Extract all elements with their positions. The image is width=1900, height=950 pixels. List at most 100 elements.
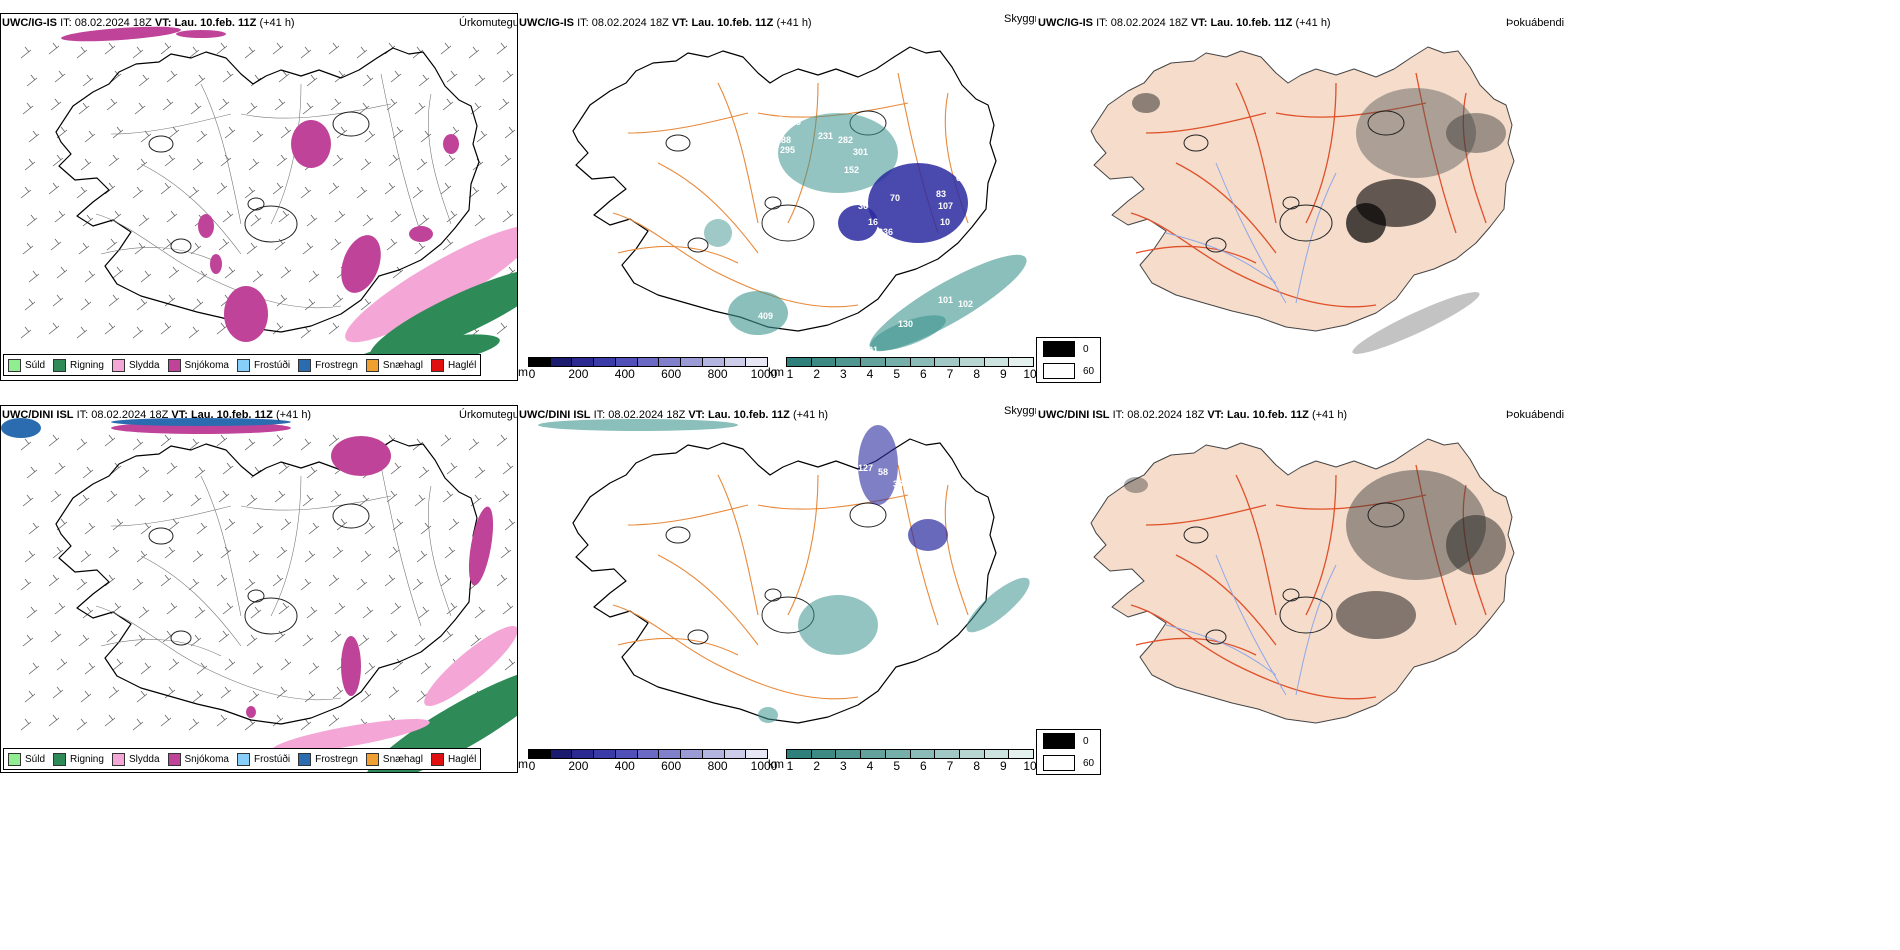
- precip-legend-item: Frostúði: [236, 358, 290, 372]
- wind-barb: [164, 154, 176, 167]
- scale-cell: [746, 357, 769, 367]
- wind-barb: [442, 98, 454, 111]
- wind-barb: [134, 242, 146, 255]
- snow-area: [291, 120, 331, 168]
- wind-barb: [54, 462, 66, 475]
- wind-barb: [134, 494, 146, 507]
- wind-barb: [474, 74, 486, 87]
- wind-barb: [246, 102, 258, 115]
- scale-cell: [528, 357, 551, 367]
- scale-cell: [836, 749, 862, 759]
- glacier-outline: [148, 135, 174, 153]
- scale-cell: [528, 749, 551, 759]
- wind-barb: [168, 266, 180, 279]
- road-line: [240, 103, 392, 119]
- visibility-value-label: 295: [780, 145, 795, 155]
- wind-barb: [328, 574, 340, 587]
- snow-area: [443, 134, 459, 154]
- wind-barb: [20, 578, 32, 591]
- scale-tick-label: 1000: [750, 367, 778, 381]
- visibility-value-label: 101: [938, 295, 953, 305]
- wind-barb: [364, 522, 376, 535]
- panel-precip-type-bottom: Súld Rigning Slydda Snjókoma Frostúði Frostre…: [0, 405, 518, 773]
- scale-cell: [1009, 357, 1035, 367]
- precip-legend-label: Rigning: [70, 753, 104, 765]
- precip-legend-label: Súld: [25, 753, 46, 765]
- wind-barb: [160, 42, 172, 55]
- wind-barb: [216, 574, 228, 587]
- very-low-visibility-area: [838, 205, 878, 241]
- road-line: [380, 73, 422, 235]
- wind-barb: [106, 630, 118, 643]
- wind-barb: [160, 322, 172, 335]
- precip-legend-swatch: [236, 358, 250, 372]
- wind-barb: [164, 686, 176, 699]
- wind-barb: [52, 294, 64, 307]
- wind-barb: [362, 74, 374, 87]
- scale-tick-label: 9: [999, 367, 1007, 381]
- wind-barb: [54, 210, 66, 223]
- glacier-outline: [687, 629, 709, 645]
- scale-tick-label: 10: [1023, 367, 1037, 381]
- wind-barb: [24, 690, 36, 703]
- precip-legend-item: Súld: [8, 752, 46, 766]
- wind-barb: [84, 130, 96, 143]
- road-line: [1275, 102, 1427, 118]
- road-line: [95, 605, 342, 701]
- road-line: [1135, 245, 1257, 264]
- wind-barb: [272, 42, 284, 55]
- road-line: [1135, 637, 1257, 656]
- wind-barb: [328, 322, 340, 335]
- road-line: [270, 83, 302, 225]
- scale-labels: 0 200 400 600 800 1000: [528, 367, 778, 381]
- road-line: [200, 83, 242, 225]
- wind-barb: [392, 518, 404, 531]
- wind-barb: [160, 434, 172, 447]
- wind-barb: [216, 182, 228, 195]
- wind-barb: [468, 46, 480, 59]
- wind-barb: [188, 438, 200, 451]
- wind-barb: [444, 546, 456, 559]
- scale-cell: [724, 357, 747, 367]
- wind-barb: [82, 466, 94, 479]
- title-precip-top: UWC/IG-IS IT: 08.02.2024 18Z VT: Lau. 10…: [2, 17, 295, 29]
- label-fog-top: Þokuábendi: [1506, 17, 1565, 29]
- road-line: [140, 555, 242, 647]
- wind-barb: [468, 438, 480, 451]
- wind-barb: [364, 662, 376, 675]
- fog-legend-swatch: [1043, 755, 1075, 771]
- wind-barb: [280, 518, 292, 531]
- wind-barb: [106, 490, 118, 503]
- wind-barb: [190, 634, 202, 647]
- visibility-value-label: 10: [940, 217, 950, 227]
- scale-tick-label: 6: [919, 759, 927, 773]
- very-low-visibility-area: [868, 163, 968, 243]
- wind-barb: [190, 102, 202, 115]
- fog-legend-item: 60: [1037, 752, 1100, 774]
- fog-indicator-area: [1446, 515, 1506, 575]
- road-line: [1462, 92, 1487, 224]
- iceland-coastline: [572, 438, 997, 724]
- wind-barb: [20, 46, 32, 59]
- wind-barb: [244, 438, 256, 451]
- scale-cell: [594, 749, 616, 759]
- label-fog-bottom: Þokuábendi: [1506, 409, 1565, 421]
- scale-cell: [984, 749, 1010, 759]
- visibility-value-label: 301: [853, 147, 868, 157]
- wind-barb: [132, 46, 144, 59]
- wind-barb: [308, 522, 320, 535]
- fog-map-top: [1090, 46, 1515, 354]
- wind-barb: [440, 434, 452, 447]
- scale-cell: [681, 749, 703, 759]
- wind-barb: [300, 718, 312, 731]
- wind-barb: [502, 462, 514, 475]
- wind-barb: [332, 294, 344, 307]
- wind-barb: [22, 634, 34, 647]
- scale-labels: 1 2 3 4 5 6 7 8 9 10: [786, 759, 1037, 773]
- wind-barb: [20, 718, 32, 731]
- visibility-value-label: 249: [786, 117, 801, 127]
- road-line: [428, 485, 452, 617]
- wind-barb: [500, 546, 512, 559]
- scale-cell: [1009, 749, 1035, 759]
- wind-barb: [330, 238, 342, 251]
